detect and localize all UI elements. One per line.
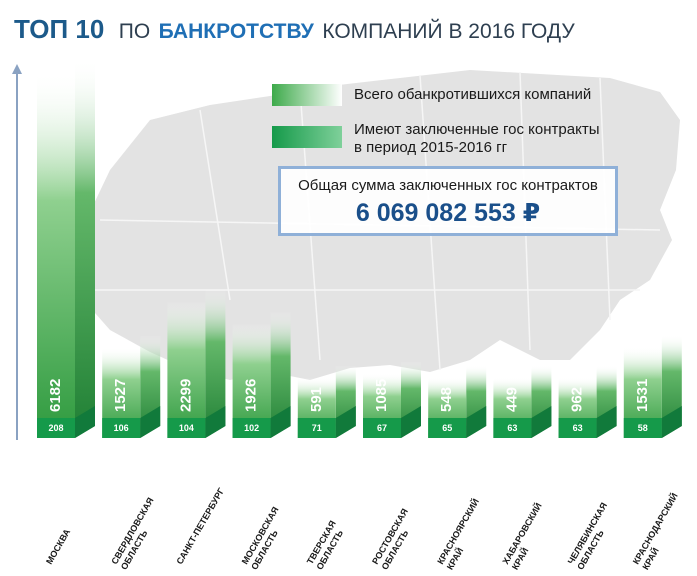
legend-label-total: Всего обанкротившихся компаний bbox=[354, 86, 592, 103]
bar-contracts-side bbox=[596, 406, 617, 438]
category-label: ЧЕЛЯБИНСКАЯОБЛАСТЬ bbox=[566, 501, 619, 572]
title-part-2: КОМПАНИЙ В 2016 ГОДУ bbox=[322, 20, 575, 43]
bar-contracts-side bbox=[661, 406, 682, 438]
data-label-contracts: 63 bbox=[573, 423, 583, 433]
data-label-contracts: 104 bbox=[179, 423, 194, 433]
bar-contracts-side bbox=[466, 406, 487, 438]
data-label-contracts: 71 bbox=[312, 423, 322, 433]
total-sum-label: Общая сумма заключенных гос контрактов bbox=[298, 177, 598, 194]
data-label-total: 1926 bbox=[243, 379, 260, 412]
data-label-contracts: 58 bbox=[638, 423, 648, 433]
title-main: ТОП 10 bbox=[14, 14, 105, 44]
legend-label-contracts-line1: Имеют заключенные гос контракты bbox=[354, 121, 600, 138]
title-part-1: ПО bbox=[118, 20, 151, 43]
category-label: СВЕРДЛОВСКАЯОБЛАСТЬ bbox=[109, 496, 165, 572]
category-label: МОСКОВСКАЯОБЛАСТЬ bbox=[240, 505, 290, 571]
category-label: МОСКВА bbox=[44, 527, 72, 566]
category-label-line: МОСКВА bbox=[44, 527, 72, 566]
category-label: КРАСНОЯРСКИЙКРАЙ bbox=[434, 496, 490, 571]
bar-contracts bbox=[363, 418, 401, 438]
legend-label-contracts-line2: в период 2015-2016 гг bbox=[354, 139, 508, 156]
bar-total-side bbox=[205, 290, 226, 438]
data-label-contracts: 102 bbox=[244, 423, 259, 433]
data-label-total: 591 bbox=[308, 387, 325, 412]
bar-total-side bbox=[75, 61, 95, 438]
bar-contracts bbox=[297, 418, 336, 438]
data-label-total: 548 bbox=[438, 387, 455, 412]
bar-contracts bbox=[558, 418, 597, 438]
map-region-border bbox=[199, 109, 231, 301]
category-label-line: САНКТ-ПЕТЕРБУРГ bbox=[174, 486, 226, 566]
category-label: ТВЕРСКАЯОБЛАСТЬ bbox=[305, 519, 348, 572]
total-sum-value: 6 069 082 553 ₽ bbox=[355, 199, 541, 227]
data-label-total: 1531 bbox=[634, 379, 651, 412]
bar-contracts-side bbox=[270, 406, 291, 438]
title-accent: БАНКРОТСТВУ bbox=[158, 20, 314, 43]
category-label: КРАСНОДАРСКИЙКРАЙ bbox=[630, 491, 689, 572]
data-label-contracts: 63 bbox=[507, 423, 517, 433]
legend-swatch-contracts bbox=[272, 126, 342, 148]
bars-group: 6182 208 1527 106 2299 104 1926 102 591 71 1085 67 5… bbox=[37, 61, 682, 438]
legend-swatch-total bbox=[272, 84, 342, 106]
bar-contracts-side bbox=[401, 406, 421, 438]
page-title: ТОП 10 ПО БАНКРОТСТВУ КОМПАНИЙ В 2016 ГО… bbox=[14, 14, 575, 45]
category-label: САНКТ-ПЕТЕРБУРГ bbox=[174, 486, 226, 566]
y-axis-arrow bbox=[12, 64, 22, 74]
bar-total bbox=[37, 73, 75, 438]
bar-total-side bbox=[270, 312, 291, 438]
bar-contracts bbox=[102, 418, 141, 438]
bar-contracts bbox=[493, 418, 532, 438]
bar-contracts-side bbox=[531, 406, 552, 438]
data-label-contracts: 106 bbox=[114, 423, 129, 433]
bar-contracts bbox=[167, 418, 206, 438]
bar-total bbox=[167, 302, 206, 438]
bar-contracts bbox=[37, 418, 75, 438]
bar-contracts-side bbox=[140, 406, 161, 438]
data-label-total: 6182 bbox=[47, 379, 64, 412]
total-sum-box: Общая сумма заключенных гос контрактов 6… bbox=[278, 166, 618, 236]
data-label-contracts: 65 bbox=[442, 423, 452, 433]
data-label-contracts: 208 bbox=[48, 423, 63, 433]
category-label: РОСТОВСКАЯОБЛАСТЬ bbox=[370, 507, 419, 572]
data-label-total: 962 bbox=[569, 387, 586, 412]
bar-contracts bbox=[623, 418, 662, 438]
category-labels: МОСКВА СВЕРДЛОВСКАЯОБЛАСТЬ САНКТ-ПЕТЕРБУРГ… bbox=[44, 486, 689, 572]
y-axis bbox=[12, 64, 22, 440]
bar-contracts-side bbox=[205, 406, 226, 438]
category-label: ХАБАРОВСКИЙКРАЙ bbox=[500, 501, 554, 572]
data-label-total: 1085 bbox=[373, 379, 390, 412]
data-label-total: 2299 bbox=[177, 379, 194, 412]
bar-contracts-side bbox=[335, 406, 356, 438]
data-label-total: 1527 bbox=[112, 379, 129, 412]
bar-contracts-side bbox=[75, 406, 95, 438]
bar-contracts bbox=[232, 418, 271, 438]
legend-label-contracts: Имеют заключенные гос контракты в период… bbox=[354, 121, 599, 157]
data-label-total: 449 bbox=[503, 387, 520, 412]
data-label-contracts: 67 bbox=[377, 423, 387, 433]
bar-contracts bbox=[428, 418, 467, 438]
